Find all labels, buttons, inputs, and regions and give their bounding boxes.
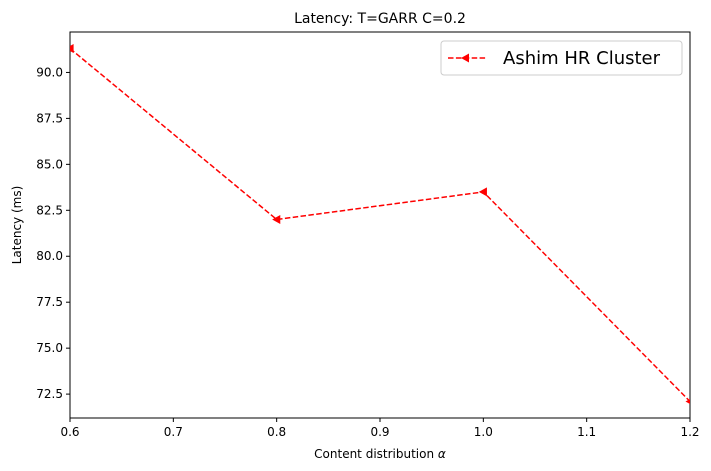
y-tick-label: 85.0 xyxy=(36,157,63,171)
x-tick-label: 0.9 xyxy=(370,425,389,439)
data-point-marker xyxy=(272,214,281,224)
y-tick-label: 90.0 xyxy=(36,65,63,79)
x-axis-label: Content distribution α xyxy=(314,447,446,461)
x-axis-label-text: Content distribution xyxy=(314,447,434,461)
data-point-marker xyxy=(478,187,487,197)
y-tick-label: 80.0 xyxy=(36,249,63,263)
x-axis-label-symbol: α xyxy=(438,447,446,461)
x-axis-ticks: 0.6 0.7 0.8 0.9 1.0 1.1 1.2 xyxy=(60,418,700,439)
series-layer xyxy=(70,44,690,404)
series-line xyxy=(70,47,690,402)
x-tick-label: 1.1 xyxy=(577,425,596,439)
legend-marker-swatch xyxy=(461,53,469,63)
x-tick-label: 0.8 xyxy=(267,425,286,439)
y-tick-label: 75.0 xyxy=(36,341,63,355)
y-tick-label: 82.5 xyxy=(36,203,63,217)
data-point-marker xyxy=(685,398,690,404)
chart-title: Latency: T=GARR C=0.2 xyxy=(294,11,466,27)
x-tick-label: 1.0 xyxy=(474,425,493,439)
y-axis-label: Latency (ms) xyxy=(10,186,24,265)
y-tick-label: 87.5 xyxy=(36,111,63,125)
legend-entry-label: Ashim HR Cluster xyxy=(503,48,661,69)
y-axis-ticks: 72.5 75.0 77.5 80.0 82.5 85.0 87.5 90.0 xyxy=(36,65,70,401)
plot-frame xyxy=(69,31,691,419)
legend-box xyxy=(440,40,683,76)
x-tick-label: 0.6 xyxy=(60,425,79,439)
legend: Ashim HR Cluster xyxy=(440,40,683,76)
x-tick-label: 1.2 xyxy=(680,425,699,439)
y-tick-label: 72.5 xyxy=(36,387,63,401)
y-tick-label: 77.5 xyxy=(36,295,63,309)
data-point-marker xyxy=(70,44,74,54)
x-tick-label: 0.7 xyxy=(164,425,183,439)
plot-area xyxy=(69,31,691,419)
